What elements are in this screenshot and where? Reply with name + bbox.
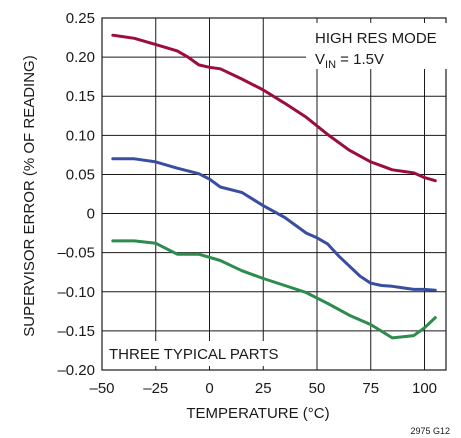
- y-tick-label: 0.25: [66, 10, 95, 27]
- x-tick-label: 0: [205, 380, 213, 397]
- x-axis-title: TEMPERATURE (°C): [186, 405, 329, 422]
- y-tick-labels: 0.25 0.20 0.15 0.10 0.05 0 –0.05 –0.10 –0.15 –0.2…: [57, 10, 95, 379]
- y-tick-label: –0.05: [57, 245, 95, 262]
- x-tick-label: –25: [143, 380, 168, 397]
- data-series: [111, 33, 437, 340]
- y-tick-label: 0.15: [66, 88, 95, 105]
- vin-subscript: IN: [325, 59, 336, 71]
- x-tick-label: 50: [309, 380, 326, 397]
- series-line-2: [111, 157, 437, 292]
- x-tick-label: –50: [89, 380, 114, 397]
- x-tick-labels: –50 –25 0 25 50 75 100: [89, 380, 437, 397]
- mode-annotation: HIGH RES MODE: [315, 30, 437, 47]
- y-tick-label: 0: [87, 206, 95, 223]
- parts-box: [104, 341, 288, 366]
- y-tick-label: –0.20: [57, 362, 95, 379]
- y-tick-label: 0.20: [66, 49, 95, 66]
- vin-value: = 1.5V: [336, 51, 384, 68]
- mode-box: [306, 23, 447, 69]
- series-line-3: [111, 239, 437, 340]
- vin-main: V: [315, 51, 325, 68]
- x-tick-label: 75: [362, 380, 379, 397]
- y-tick-label: –0.10: [57, 284, 95, 301]
- y-tick-label: –0.15: [57, 323, 95, 340]
- x-tick-label: 25: [255, 380, 272, 397]
- x-tick-label: 100: [412, 380, 437, 397]
- y-axis-title: SUPERVISOR ERROR (% OF READING): [21, 55, 38, 336]
- parts-annotation: THREE TYPICAL PARTS: [109, 346, 279, 363]
- vin-annotation: VIN = 1.5V: [315, 51, 384, 71]
- y-tick-label: 0.10: [66, 127, 95, 144]
- plot-frame: [101, 17, 447, 371]
- y-tick-label: 0.05: [66, 166, 95, 183]
- grid-lines: [101, 17, 446, 371]
- series-line-1: [111, 33, 437, 183]
- figure-id: 2975 G12: [410, 426, 450, 436]
